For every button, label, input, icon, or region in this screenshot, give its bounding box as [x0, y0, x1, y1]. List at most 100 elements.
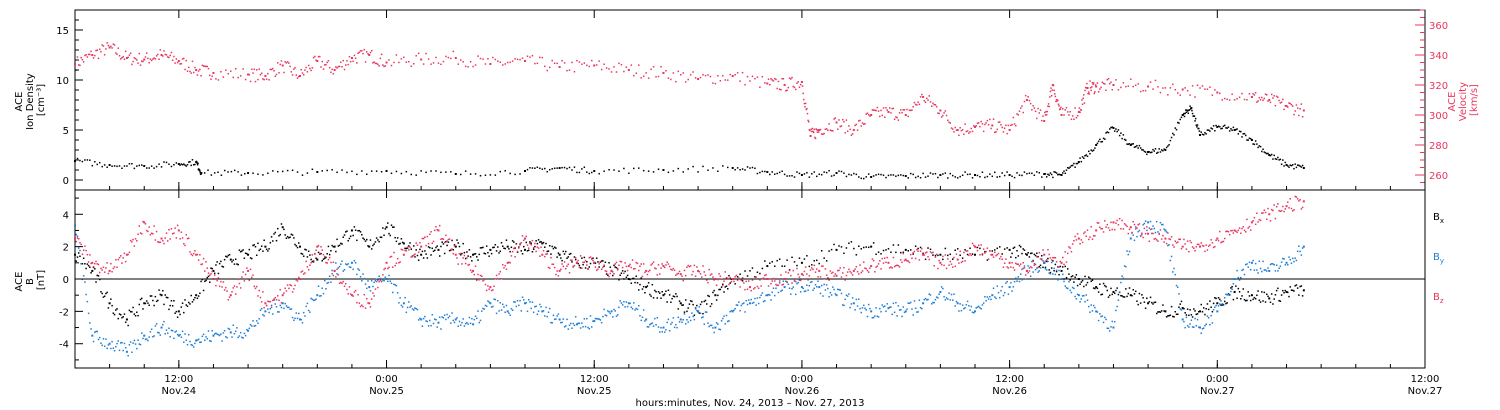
density-series-sample	[1289, 164, 1291, 166]
b-tick-label: 0	[63, 275, 69, 286]
b-by-series-point	[558, 318, 561, 321]
density-series-sample	[194, 163, 196, 166]
b-bx-series-sample	[406, 247, 409, 249]
density-series-sample	[1045, 176, 1048, 178]
b-bz-series-sample	[1194, 249, 1196, 252]
b-bz-series-sample	[582, 261, 584, 264]
velocity-series-sample	[479, 57, 482, 60]
b-by-series-sample	[482, 307, 484, 310]
b-bz-series-sample	[1173, 246, 1175, 248]
velocity-series-sample	[848, 125, 850, 127]
b-by-series-sample	[1153, 227, 1156, 230]
b-by-series-sample	[715, 322, 718, 324]
density-series-sample	[1223, 124, 1226, 127]
density-series-sample	[924, 176, 927, 178]
b-bx-series-sample	[205, 279, 207, 282]
density-series-point	[1190, 107, 1193, 109]
b-bx-series-sample	[1102, 282, 1105, 285]
b-bz-series-sample	[1100, 228, 1102, 230]
velocity-series-sample	[1015, 124, 1017, 127]
b-bz-series-sample	[551, 263, 553, 265]
b-bx-series-sample	[1207, 308, 1210, 311]
b-bz-series-sample	[234, 293, 237, 295]
velocity-series-sample	[970, 127, 973, 130]
b-bx-series-sample	[562, 250, 565, 253]
b-bz-series-sample	[787, 272, 790, 274]
b-by-series-sample	[1070, 291, 1073, 294]
b-by-series-sample	[497, 299, 499, 302]
velocity-series-sample	[1130, 78, 1132, 80]
velocity-series-sample	[786, 89, 788, 92]
density-series-sample	[200, 173, 202, 176]
b-bz-series-sample	[1111, 228, 1113, 231]
b-by-series-sample	[273, 299, 275, 301]
density-series-sample	[1064, 172, 1066, 175]
velocity-series-sample	[719, 80, 722, 82]
velocity-series-sample	[613, 66, 615, 68]
density-axis-title-line3: [cm⁻³]	[36, 84, 47, 116]
b-bx-series-sample	[220, 260, 222, 263]
velocity-series-sample	[1284, 105, 1287, 107]
b-bz-series-sample	[1133, 223, 1136, 226]
b-bx-series-sample	[357, 229, 359, 232]
b-bx-series-sample	[759, 272, 761, 275]
density-series-sample	[566, 167, 568, 170]
velocity-series-sample	[497, 60, 499, 62]
b-by-series-sample	[1059, 278, 1062, 281]
b-by-series-sample	[1154, 231, 1157, 234]
b-bx-series-sample	[751, 267, 754, 269]
b-by-series-sample	[138, 343, 141, 345]
velocity-series-sample	[929, 101, 932, 103]
b-by-series-sample	[275, 306, 278, 308]
velocity-series-sample	[1209, 86, 1211, 89]
b-bz-series-sample	[1167, 232, 1169, 234]
b-by-series-sample	[655, 323, 657, 326]
b-bx-series-sample	[563, 253, 566, 255]
density-series-sample	[326, 169, 328, 172]
density-series-point	[1043, 173, 1046, 175]
b-bz-series-sample	[1123, 223, 1126, 225]
b-bx-series-sample	[484, 253, 487, 255]
b-by-series-sample	[113, 349, 116, 352]
b-by-series-sample	[844, 298, 846, 301]
b-bz-series-sample	[625, 265, 628, 268]
b-by-series-sample	[1058, 269, 1060, 272]
velocity-series-sample	[206, 65, 209, 68]
b-bz-series-sample	[1183, 238, 1185, 241]
b-by-series-point	[904, 310, 907, 313]
b-by-series-sample	[332, 274, 335, 277]
b-bx-series-sample	[1058, 273, 1060, 276]
b-by-series-sample	[1244, 263, 1247, 266]
b-bz-series-sample	[687, 264, 689, 267]
velocity-series-sample	[80, 56, 82, 59]
b-bx-series-sample	[783, 265, 786, 267]
b-bx-series-sample	[1094, 287, 1096, 290]
b-bz-series-sample	[1034, 263, 1037, 266]
b-bx-series-sample	[1073, 281, 1075, 283]
b-bz-series-point	[627, 265, 630, 268]
b-bz-series-sample	[707, 281, 709, 284]
velocity-series-sample	[892, 107, 895, 110]
b-bx-series-sample	[520, 250, 523, 252]
b-by-series-point	[766, 294, 769, 297]
b-by-series-sample	[221, 340, 223, 342]
b-bz-series-sample	[668, 265, 671, 268]
density-series-sample	[1090, 149, 1092, 151]
b-bx-series-sample	[569, 252, 572, 255]
b-bz-series-sample	[876, 265, 879, 267]
b-bz-series-sample	[652, 261, 655, 263]
b-bz-series-sample	[673, 269, 676, 272]
density-series-sample	[1200, 131, 1202, 133]
b-by-series-sample	[713, 331, 715, 334]
b-bx-series-sample	[113, 313, 116, 316]
b-bx-series-sample	[77, 252, 80, 254]
b-by-series-sample	[164, 333, 166, 335]
b-bx-series-sample	[1176, 313, 1179, 316]
b-bz-series-sample	[827, 277, 829, 279]
density-series-sample	[186, 163, 189, 166]
velocity-series-sample	[290, 71, 293, 73]
velocity-series-sample	[200, 74, 202, 77]
velocity-series-sample	[581, 63, 583, 65]
b-bz-series-sample	[616, 269, 619, 271]
density-series-sample	[1069, 166, 1071, 168]
